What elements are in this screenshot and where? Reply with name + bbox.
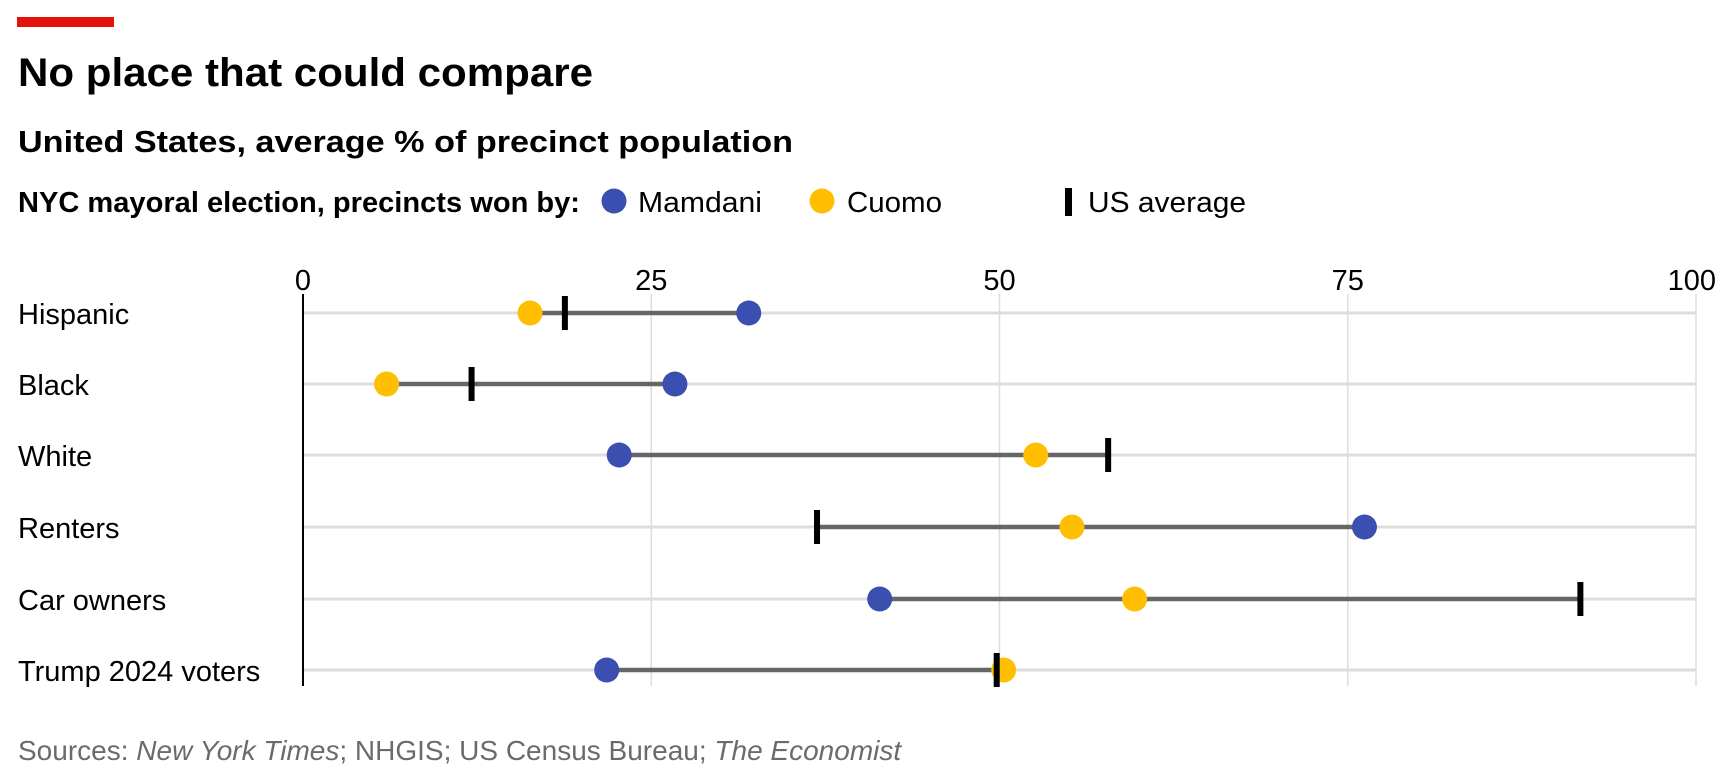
- grid: [302, 294, 1697, 686]
- row-label: Car owners: [18, 585, 166, 617]
- legend: NYC mayoral election, precincts won by: …: [18, 187, 1246, 219]
- cuomo-dot: [1122, 586, 1148, 612]
- legend-mamdani-dot: [601, 188, 627, 214]
- mamdani-dot: [594, 657, 620, 683]
- x-tick-label: 0: [295, 265, 311, 297]
- sources-middle: ; NHGIS; US Census Bureau;: [339, 735, 714, 766]
- legend-cuomo-dot: [809, 188, 835, 214]
- cuomo-dot: [1023, 442, 1049, 468]
- row-renters: Renters: [18, 510, 1377, 545]
- sources-prefix: Sources:: [18, 735, 136, 766]
- x-tick-label: 25: [635, 265, 667, 297]
- us-average-tick: [814, 510, 821, 544]
- legend-us-average-label: US average: [1088, 187, 1246, 219]
- mamdani-dot: [1351, 514, 1377, 540]
- cuomo-dot: [1059, 514, 1085, 540]
- x-axis-ticks: 0 25 50 75 100: [295, 265, 1716, 297]
- us-average-tick: [561, 296, 568, 330]
- legend-us-average-tick: [1065, 188, 1072, 216]
- cuomo-dot: [374, 371, 400, 397]
- row-label: Renters: [18, 513, 120, 545]
- mamdani-dot: [662, 371, 688, 397]
- accent-bar: [17, 17, 114, 27]
- row-label: White: [18, 441, 92, 473]
- chart-subtitle: United States, average % of precinct pop…: [18, 124, 793, 159]
- row-trump-2024-voters: Trump 2024 voters: [18, 653, 1017, 688]
- legend-mamdani-label: Mamdani: [638, 187, 762, 219]
- row-label: Hispanic: [18, 299, 129, 331]
- us-average-tick: [1577, 582, 1584, 616]
- row-hispanic: Hispanic: [18, 296, 762, 331]
- row-black: Black: [18, 367, 688, 402]
- legend-cuomo-label: Cuomo: [847, 187, 942, 219]
- row-car-owners: Car owners: [18, 582, 1584, 617]
- legend-intro: NYC mayoral election, precincts won by:: [18, 187, 580, 219]
- plot-rows: Hispanic Black White Renters Car owners Trump…: [18, 296, 1584, 688]
- sources-note: Sources: New York Times; NHGIS; US Censu…: [18, 735, 902, 766]
- source-nyt: New York Times: [136, 735, 339, 766]
- row-label: Black: [18, 370, 89, 402]
- mamdani-dot: [867, 586, 893, 612]
- mamdani-dot: [606, 442, 632, 468]
- row-white: White: [18, 438, 1112, 473]
- row-label: Trump 2024 voters: [18, 656, 260, 688]
- x-tick-label: 50: [983, 265, 1015, 297]
- source-economist: The Economist: [714, 735, 902, 766]
- chart-title: No place that could compare: [18, 51, 593, 95]
- x-tick-label: 100: [1668, 265, 1716, 297]
- us-average-tick: [993, 653, 1000, 687]
- x-tick-label: 75: [1332, 265, 1364, 297]
- us-average-tick: [468, 367, 475, 401]
- cuomo-dot: [517, 300, 543, 326]
- mamdani-dot: [736, 300, 762, 326]
- us-average-tick: [1105, 438, 1112, 472]
